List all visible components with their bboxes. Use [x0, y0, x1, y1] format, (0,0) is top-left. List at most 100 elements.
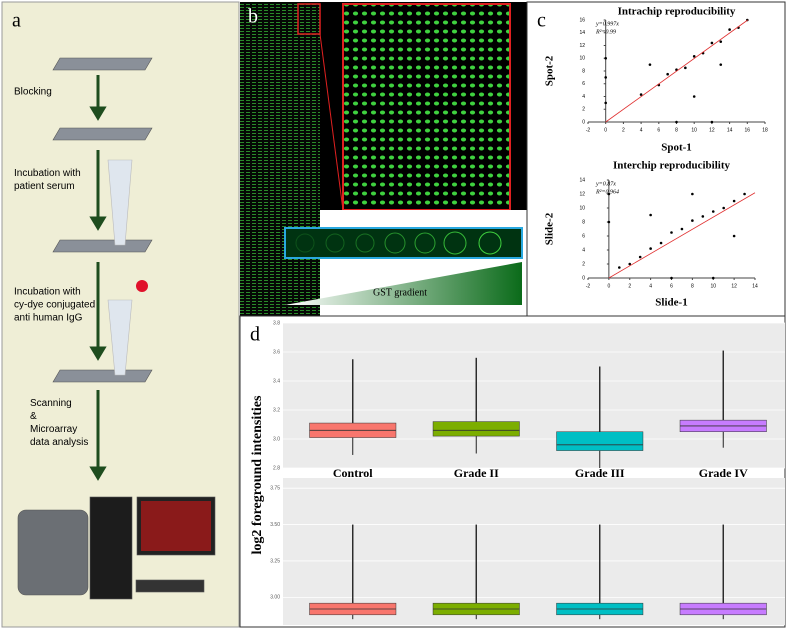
y-tick-label: 10 [579, 205, 585, 211]
gradient-label: GST gradient [373, 287, 427, 298]
point [604, 101, 607, 105]
point [711, 210, 715, 213]
point [604, 56, 607, 60]
point [659, 241, 663, 245]
step-label: Blocking [14, 87, 52, 98]
step-label: patient serum [14, 181, 75, 192]
fit-line [608, 192, 756, 279]
y-tick-label: 10 [579, 56, 585, 62]
x-tick-label: 2 [628, 283, 631, 289]
x-tick-label: 14 [752, 283, 758, 289]
point [722, 206, 725, 210]
point [719, 63, 723, 66]
y-tick-label: 3.50 [270, 522, 280, 528]
panel-label: b [248, 6, 258, 28]
point [743, 192, 746, 196]
point [732, 234, 736, 238]
y-tick-label: 14 [579, 30, 585, 36]
x-tick-label: 2 [622, 127, 625, 133]
y-tick-label: 0 [582, 119, 585, 125]
step-label: data analysis [30, 437, 88, 448]
y-tick-label: 6 [582, 233, 585, 239]
point [680, 227, 684, 231]
y-tick-label: 3.75 [270, 486, 280, 492]
r2-label: R²=0.99 [595, 29, 616, 35]
chart-title: Intrachip reproducibility [618, 6, 736, 18]
point [711, 276, 715, 280]
step-label: Microarray [30, 424, 77, 435]
x-tick-label: -2 [586, 127, 591, 133]
gradient-strip [284, 227, 523, 259]
x-axis-label: Spot-1 [661, 142, 692, 154]
x-tick-label: 0 [607, 283, 610, 289]
point [607, 220, 611, 224]
y-tick-label: 2 [582, 261, 585, 267]
array-image [240, 2, 320, 316]
step-label: Incubation with [14, 287, 81, 298]
x-tick-label: 10 [691, 127, 697, 133]
y-tick-label: 2 [582, 107, 585, 113]
x-axis-label: Slide-1 [655, 297, 687, 309]
point [732, 199, 736, 203]
y-tick-label: 3.4 [273, 378, 280, 384]
x-tick-label: 16 [745, 127, 751, 133]
point [684, 66, 687, 70]
point [692, 95, 696, 98]
panel-label: a [12, 10, 21, 32]
y-tick-label: 3.0 [273, 436, 280, 442]
x-tick-label: 6 [670, 283, 673, 289]
x-tick-label: 6 [657, 127, 660, 133]
point [618, 266, 621, 269]
category-label: Grade II [454, 466, 499, 480]
x-tick-label: 8 [675, 127, 678, 133]
y-tick-label: 0 [582, 275, 585, 281]
box [556, 431, 644, 451]
point [710, 120, 714, 124]
step-label: cy-dye conjugated [14, 300, 95, 311]
y-tick-label: 3.2 [273, 407, 280, 413]
point [719, 40, 723, 43]
box [432, 421, 520, 437]
point [666, 72, 669, 76]
panel-label: d [250, 324, 260, 346]
y-tick-label: 2.8 [273, 465, 280, 471]
point [692, 55, 696, 58]
y-tick-label: 4 [582, 94, 585, 100]
step-label: Scanning [30, 398, 72, 409]
plot-bg [283, 323, 785, 468]
y-tick-label: 16 [579, 17, 585, 23]
y-axis-label: Spot-2 [544, 55, 556, 86]
x-tick-label: 18 [762, 127, 768, 133]
point [691, 219, 694, 222]
fit-label: y=0.87x [595, 181, 616, 187]
plot-bg [283, 478, 785, 625]
zoom-box [297, 3, 321, 35]
category-label: Grade IV [699, 466, 748, 480]
y-tick-label: 14 [579, 177, 585, 183]
category-label: Control [333, 466, 373, 480]
point [670, 276, 673, 280]
point [728, 28, 731, 31]
workflow-graphics [17, 57, 216, 600]
point [648, 63, 652, 66]
x-tick-label: 0 [604, 127, 607, 133]
panel-c [526, 1, 786, 317]
y-tick-label: 3.6 [273, 349, 280, 355]
gradient-spots [295, 231, 502, 255]
y-tick-label: 3.25 [270, 558, 280, 564]
x-tick-label: 4 [649, 283, 652, 289]
category-label: Grade III [575, 466, 625, 480]
y-tick-label: 3.00 [270, 595, 280, 601]
point [710, 41, 714, 45]
gradient-triangle [285, 262, 522, 305]
point [604, 76, 607, 79]
point [701, 215, 705, 218]
x-tick-label: 4 [640, 127, 643, 133]
fit-label: y=0.997x [595, 21, 619, 27]
point [649, 213, 652, 217]
arrows [89, 75, 107, 481]
point [607, 192, 611, 196]
x-tick-label: 14 [727, 127, 733, 133]
r2-label: R²=0.964 [595, 188, 619, 195]
